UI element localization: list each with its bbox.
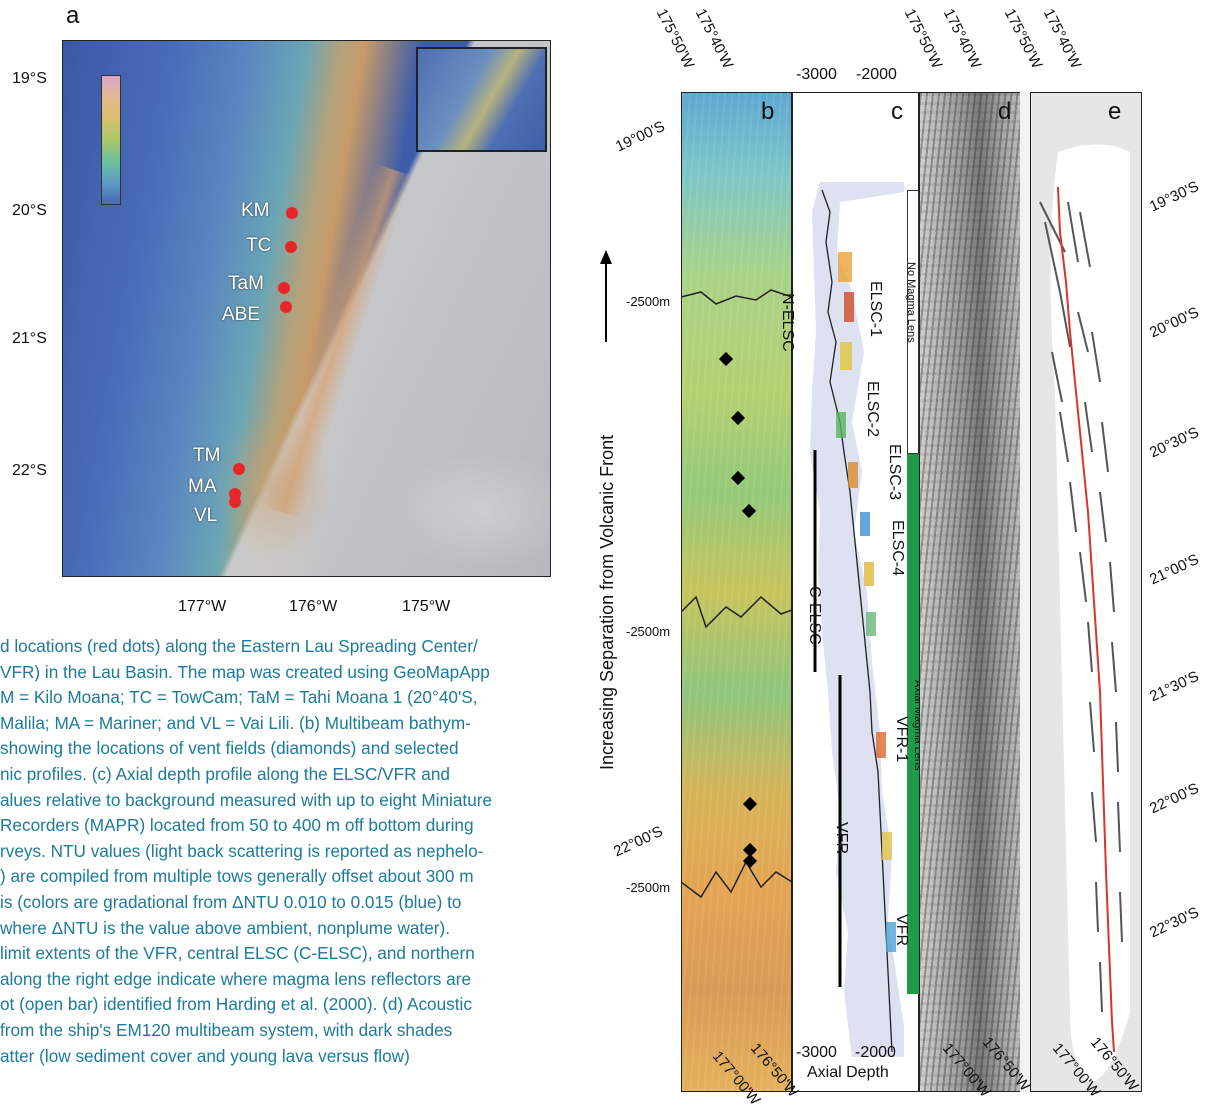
top-lon-label: 175°50'W — [652, 6, 698, 72]
panel-a-map — [62, 40, 551, 577]
segment-label: VFR — [833, 822, 850, 854]
segment-label: N-ELSC — [779, 293, 796, 352]
site-label: KM — [241, 200, 270, 221]
top-lon-label: 175°50'W — [900, 6, 946, 72]
caption-line: from the ship's EM120 multibeam system, … — [0, 1019, 453, 1040]
depth-tick-top: -2000 — [856, 66, 897, 83]
panel-c-label: c — [891, 98, 903, 125]
lat-label: 20°S — [12, 202, 47, 219]
plume-label: ELSC-1 — [867, 281, 884, 338]
axis-arrow — [600, 250, 612, 342]
inset-map — [416, 47, 547, 152]
plume-label: ELSC-4 — [889, 520, 906, 577]
lon-label: 176°W — [289, 598, 338, 615]
lat-label: 22°S — [12, 462, 47, 479]
site-marker — [286, 207, 298, 219]
plume-label: ELSC-2 — [864, 381, 881, 438]
caption-line: atter (low sediment cover and young lava… — [0, 1045, 410, 1066]
panel-a-label: a — [66, 2, 80, 29]
top-lon-label: 175°40'W — [691, 6, 737, 72]
panel-b-bathymetry — [681, 92, 792, 1092]
site-marker — [229, 496, 241, 508]
caption-line: along the right edge indicate where magm… — [0, 968, 472, 989]
caption-line: M = Kilo Moana; TC = TowCam; TaM = Tahi … — [0, 687, 478, 708]
caption-line: rveys. NTU values (light back scattering… — [0, 840, 484, 861]
vertical-axis-title: Increasing Separation from Volcanic Fron… — [597, 434, 617, 770]
site-label: ABE — [222, 304, 261, 325]
axial-magma-lens-bar — [907, 454, 919, 994]
caption-line: where ΔNTU is the value above ambient, n… — [0, 917, 450, 938]
depth-tick-top: -3000 — [796, 66, 837, 83]
caption-line: limit extents of the VFR, central ELSC (… — [0, 943, 475, 964]
panel-d-backscatter — [919, 92, 1030, 1092]
right-lat-label: 19°30'S — [1147, 177, 1202, 216]
depth-color-scale — [101, 75, 121, 205]
top-lon-label: 175°40'W — [939, 6, 985, 72]
plume-label: ELSC-3 — [886, 444, 903, 501]
site-marker — [233, 463, 245, 475]
caption-line: is (colors are gradational from ΔNTU 0.0… — [0, 891, 462, 912]
no-magma-lens-bar — [907, 190, 919, 454]
right-lat-label: 21°30'S — [1147, 667, 1202, 706]
right-lat-label: 21°00'S — [1147, 550, 1202, 589]
depth-marker-label: -2500m — [626, 294, 671, 309]
site-marker — [280, 301, 292, 313]
caption-line: ot (open bar) identified from Harding et… — [0, 994, 472, 1015]
site-label: TC — [246, 235, 272, 256]
caption-line: showing the locations of vent fields (di… — [0, 738, 459, 759]
site-marker — [285, 241, 297, 253]
top-lon-label: 175°50'W — [1000, 6, 1046, 72]
depth-axis-title: Axial Depth — [807, 1064, 889, 1081]
site-label: TM — [193, 445, 221, 466]
left-lat-label: 19°00'S — [613, 117, 668, 156]
depth-tick-bottom: -2000 — [855, 1044, 896, 1061]
caption-line: nic profiles. (c) Axial depth profile al… — [0, 763, 450, 784]
plume-label: VFR — [893, 914, 910, 946]
panel-e-fault-map — [1039, 144, 1130, 1082]
caption-line: d locations (red dots) along the Eastern… — [0, 636, 478, 656]
panel-e-label: e — [1108, 98, 1122, 125]
depth-marker-label: -2500m — [626, 880, 671, 895]
depth-marker-label: -2500m — [626, 624, 671, 639]
segment-label: C-ELSC — [806, 586, 823, 645]
depth-tick-bottom: -3000 — [796, 1044, 837, 1061]
site-label: MA — [188, 476, 217, 497]
panel-d-label: d — [998, 98, 1012, 125]
caption-line: ) are compiled from multiple tows genera… — [0, 866, 474, 887]
lat-label: 19°S — [12, 70, 47, 87]
lens-label: No Magma Lens — [905, 262, 917, 343]
right-lat-label: 22°00'S — [1147, 779, 1202, 818]
figure-caption: d locations (red dots) along the Eastern… — [0, 634, 590, 1069]
plume-label: VFR-1 — [893, 716, 910, 763]
lon-label: 177°W — [178, 598, 227, 615]
panel-b-overlay — [681, 289, 792, 899]
caption-line: Recorders (MAPR) located from 50 to 400 … — [0, 815, 474, 836]
lon-label: 175°W — [402, 598, 451, 615]
right-lat-label: 22°30'S — [1147, 903, 1202, 942]
site-label: TaM — [228, 273, 264, 294]
site-marker — [278, 282, 290, 294]
right-lat-label: 20°30'S — [1147, 423, 1202, 462]
top-lon-label: 175°40'W — [1039, 6, 1085, 72]
panel-c-profile-plot — [810, 182, 904, 1057]
panel-b-label: b — [761, 98, 775, 125]
lat-label: 21°S — [12, 330, 47, 347]
caption-line: VFR) in the Lau Basin. The map was creat… — [0, 661, 490, 682]
left-lat-label: 22°00'S — [611, 822, 666, 861]
right-lat-label: 20°00'S — [1147, 303, 1202, 342]
caption-line: alues relative to background measured wi… — [0, 789, 493, 810]
caption-line: Malila; MA = Mariner; and VL = Vai Lili.… — [0, 712, 471, 733]
site-label: VL — [194, 505, 218, 526]
